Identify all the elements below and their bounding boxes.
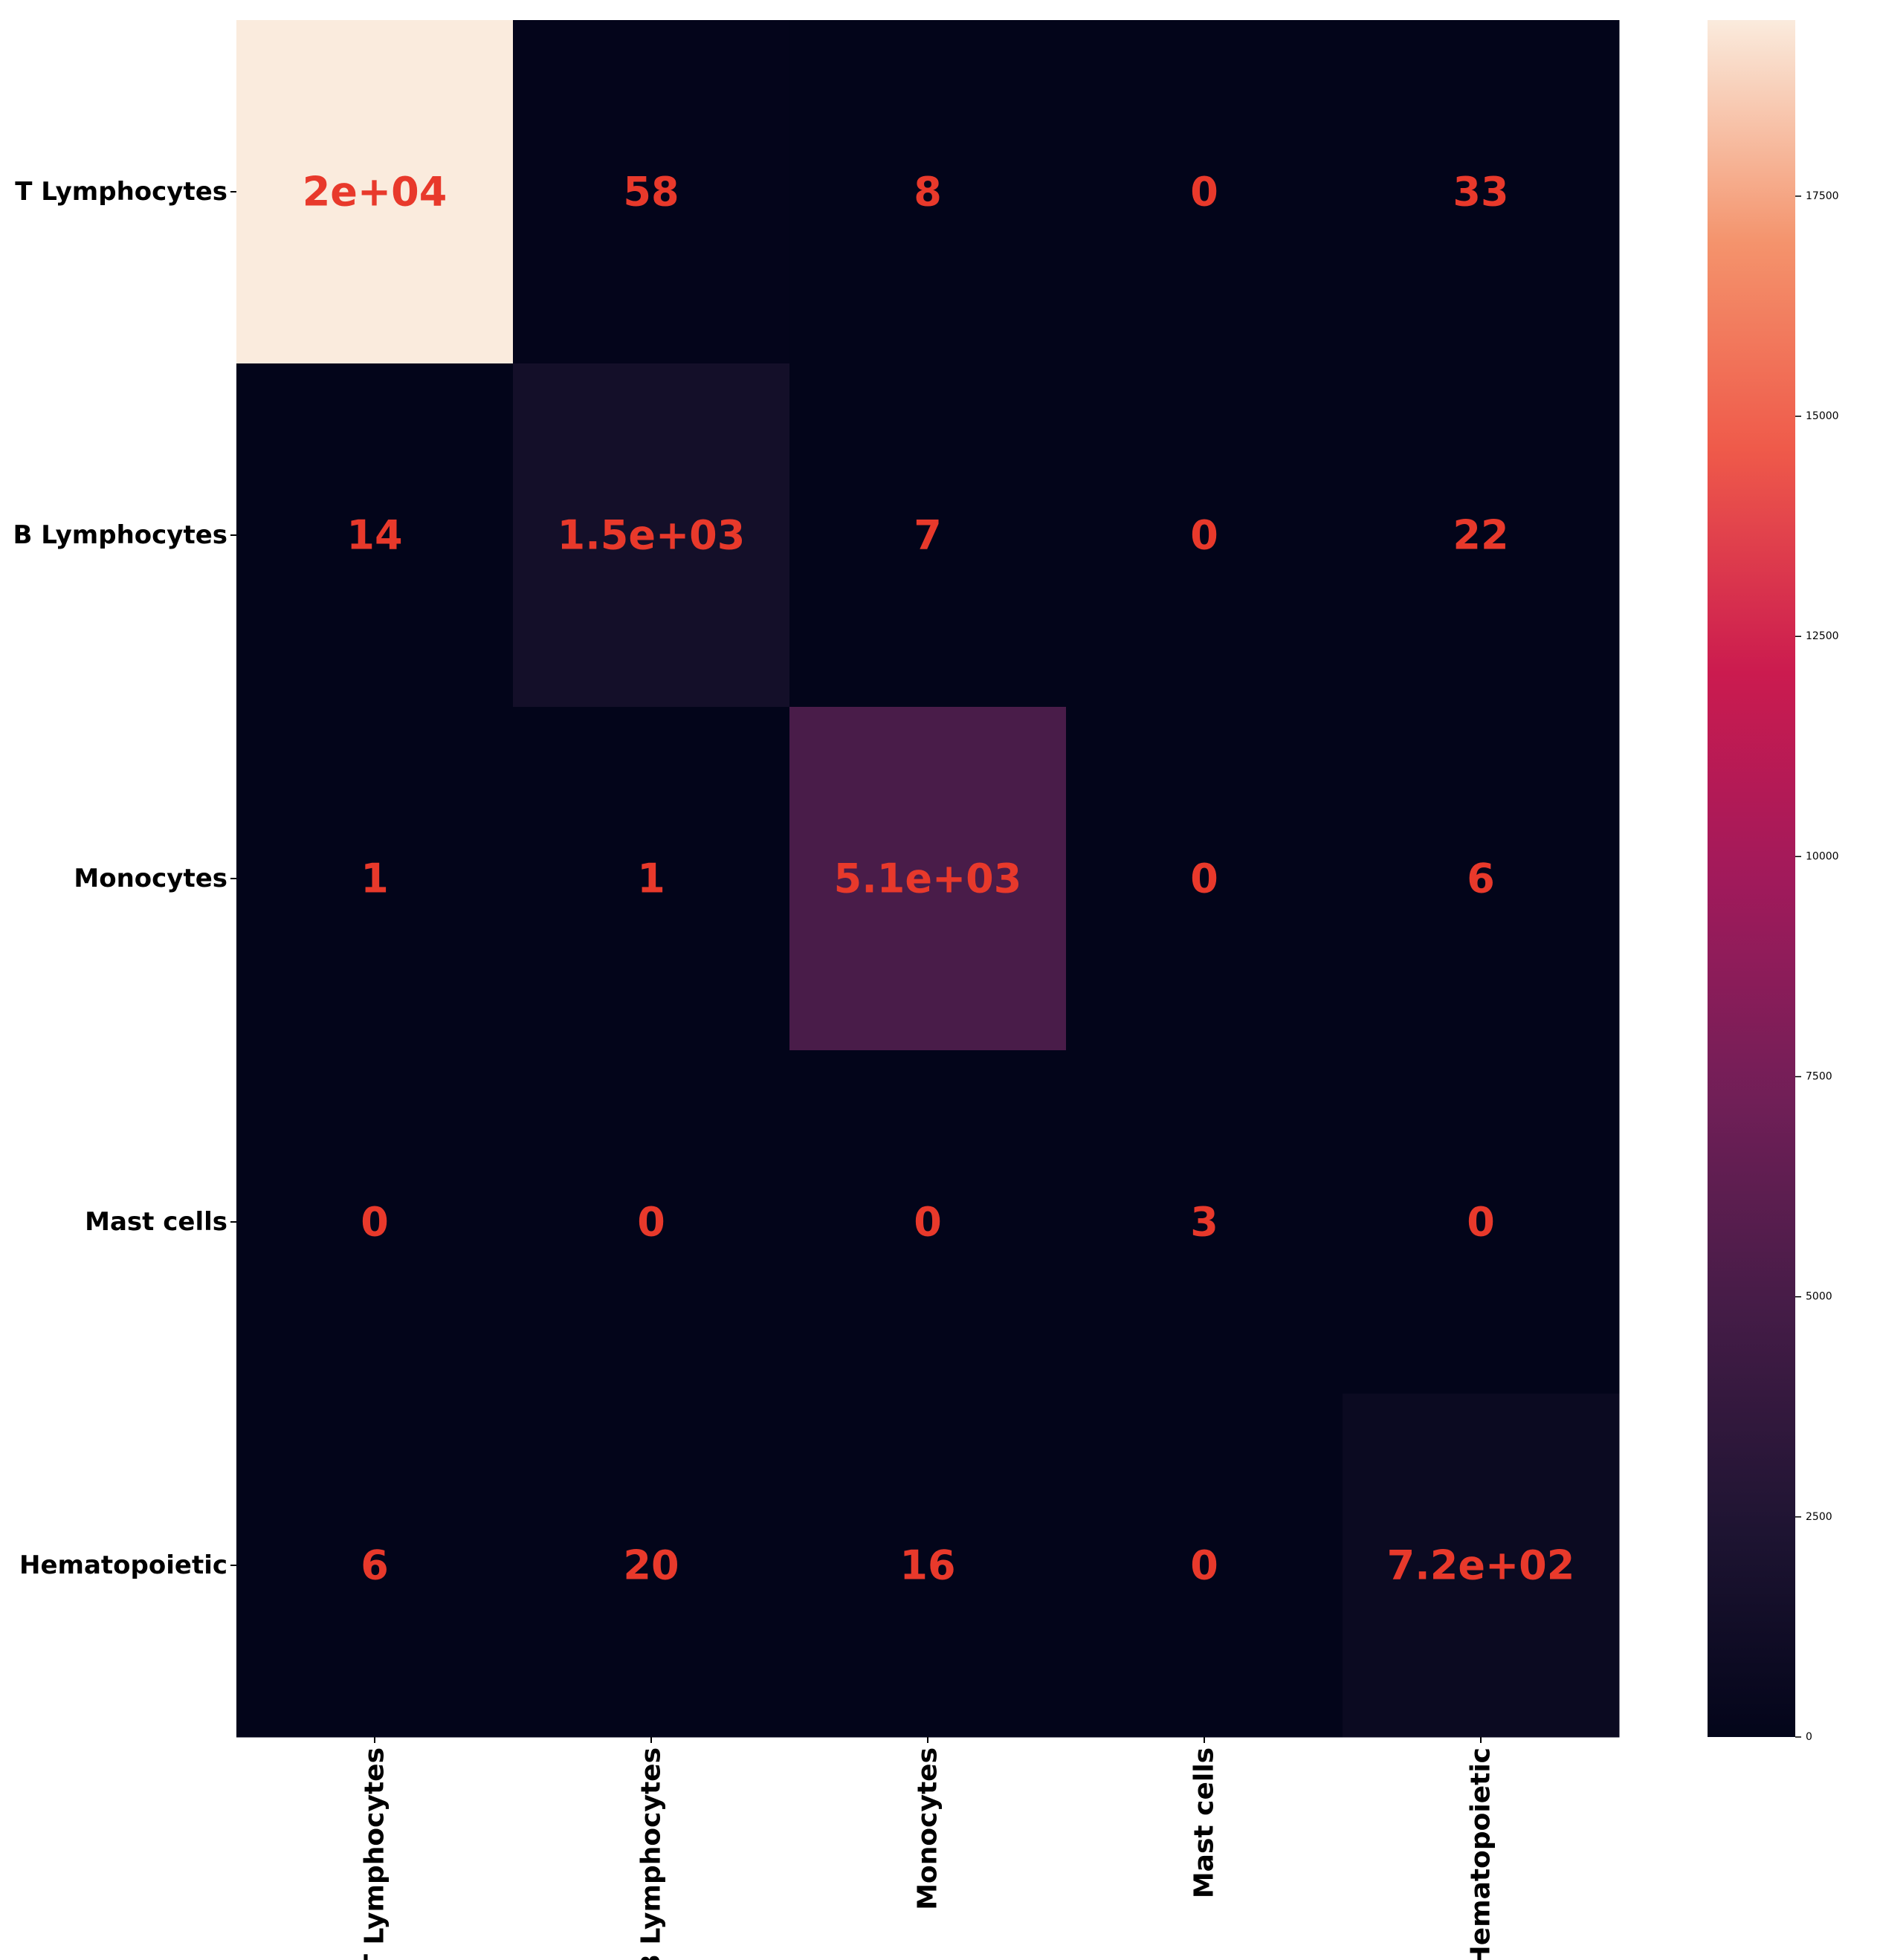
heatmap-cell-r2-c2 bbox=[789, 707, 1067, 1051]
colorbar-tick-label-3: 7500 bbox=[1806, 1071, 1832, 1083]
cell-annotation-r3-c0: 0 bbox=[361, 1199, 389, 1246]
cell-annotation-r4-c2: 16 bbox=[899, 1542, 955, 1589]
col-label-1: B Lymphocytes bbox=[636, 1747, 667, 1960]
cell-annotation-r0-c3: 0 bbox=[1190, 169, 1218, 216]
col-label-2: Monocytes bbox=[913, 1747, 943, 1910]
cell-annotation-r4-c3: 0 bbox=[1190, 1542, 1218, 1589]
heatmap-cell-r3-c2 bbox=[789, 1050, 1067, 1394]
cell-annotation-r0-c1: 58 bbox=[623, 169, 679, 216]
colorbar-tick-label-1: 2500 bbox=[1806, 1511, 1832, 1523]
heatmap-cell-r1-c2 bbox=[789, 363, 1067, 708]
colorbar-gradient bbox=[1708, 20, 1795, 1737]
col-label-3: Mast cells bbox=[1189, 1747, 1220, 1898]
column-labels: T Lymphocytes B Lymphocytes Monocytes Mast … bbox=[360, 1737, 1496, 1960]
colorbar-tick-label-7: 17500 bbox=[1806, 190, 1839, 202]
cell-annotation-r1-c1: 1.5e+03 bbox=[558, 512, 746, 559]
row-label-3: Mast cells bbox=[85, 1207, 227, 1237]
colorbar: 0 2500 5000 7500 10000 12500 15000 17500 bbox=[1708, 20, 1839, 1743]
heatmap-cell-r0-c2 bbox=[789, 20, 1067, 364]
heatmap-cell-r3-c0 bbox=[236, 1050, 514, 1394]
heatmap-cell-r0-c0 bbox=[236, 20, 514, 364]
heatmap-cell-r2-c1 bbox=[513, 707, 790, 1051]
heatmap-cell-r3-c1 bbox=[513, 1050, 790, 1394]
col-label-0: T Lymphocytes bbox=[360, 1747, 390, 1960]
heatmap-cell-r3-c4 bbox=[1343, 1050, 1620, 1394]
row-label-2: Monocytes bbox=[74, 864, 227, 893]
heatmap-cells bbox=[236, 20, 1620, 1738]
row-label-4: Hematopoietic bbox=[19, 1550, 227, 1580]
colorbar-tick-label-5: 12500 bbox=[1806, 630, 1839, 642]
heatmap-annotations: 2e+04 58 8 0 33 14 1.5e+03 7 0 22 1 1 5.1e+03 0 6 0 0 0 3 0… bbox=[303, 169, 1575, 1589]
cell-annotation-r2-c2: 5.1e+03 bbox=[834, 856, 1022, 902]
heatmap-cell-r2-c4 bbox=[1343, 707, 1620, 1051]
cell-annotation-r3-c2: 0 bbox=[914, 1199, 942, 1246]
cell-annotation-r0-c0: 2e+04 bbox=[303, 169, 448, 216]
heatmap-cell-r4-c1 bbox=[513, 1394, 790, 1738]
heatmap-cell-r0-c4 bbox=[1343, 20, 1620, 364]
cell-annotation-r2-c3: 0 bbox=[1190, 856, 1218, 902]
cell-annotation-r1-c0: 14 bbox=[346, 512, 402, 559]
heatmap-cell-r2-c0 bbox=[236, 707, 514, 1051]
cell-annotation-r3-c3: 3 bbox=[1190, 1199, 1218, 1246]
heatmap-cell-r2-c3 bbox=[1066, 707, 1343, 1051]
heatmap-cell-r4-c4 bbox=[1343, 1394, 1620, 1738]
heatmap-cell-r0-c1 bbox=[513, 20, 790, 364]
cell-annotation-r4-c4: 7.2e+02 bbox=[1387, 1542, 1575, 1589]
cell-annotation-r0-c2: 8 bbox=[914, 169, 942, 216]
cell-annotation-r3-c1: 0 bbox=[637, 1199, 665, 1246]
cell-annotation-r2-c0: 1 bbox=[361, 856, 389, 902]
row-labels: T Lymphocytes B Lymphocytes Monocytes Mast … bbox=[13, 177, 236, 1580]
heatmap-cell-r1-c1 bbox=[513, 363, 790, 708]
heatmap-cell-r3-c3 bbox=[1066, 1050, 1343, 1394]
col-label-4: Hematopoietic bbox=[1466, 1747, 1496, 1960]
heatmap-cell-r0-c3 bbox=[1066, 20, 1343, 364]
row-label-1: B Lymphocytes bbox=[13, 520, 227, 550]
colorbar-tick-label-2: 5000 bbox=[1806, 1291, 1832, 1303]
cell-annotation-r4-c0: 6 bbox=[361, 1542, 389, 1589]
cell-annotation-r1-c2: 7 bbox=[914, 512, 942, 559]
cell-annotation-r2-c1: 1 bbox=[637, 856, 665, 902]
cell-annotation-r4-c1: 20 bbox=[623, 1542, 679, 1589]
cell-annotation-r1-c3: 0 bbox=[1190, 512, 1218, 559]
heatmap-cell-r1-c4 bbox=[1343, 363, 1620, 708]
row-label-0: T Lymphocytes bbox=[15, 177, 227, 207]
cell-annotation-r0-c4: 33 bbox=[1453, 169, 1508, 216]
colorbar-tick-label-6: 15000 bbox=[1806, 410, 1839, 422]
heatmap-cell-r1-c0 bbox=[236, 363, 514, 708]
cell-annotation-r2-c4: 6 bbox=[1467, 856, 1495, 902]
cell-annotation-r3-c4: 0 bbox=[1467, 1199, 1495, 1246]
colorbar-tick-label-0: 0 bbox=[1806, 1731, 1812, 1743]
heatmap-cell-r4-c2 bbox=[789, 1394, 1067, 1738]
heatmap-cell-r4-c0 bbox=[236, 1394, 514, 1738]
colorbar-tick-label-4: 10000 bbox=[1806, 850, 1839, 862]
heatmap-cell-r1-c3 bbox=[1066, 363, 1343, 708]
heatmap-cell-r4-c3 bbox=[1066, 1394, 1343, 1738]
cell-annotation-r1-c4: 22 bbox=[1453, 512, 1508, 559]
